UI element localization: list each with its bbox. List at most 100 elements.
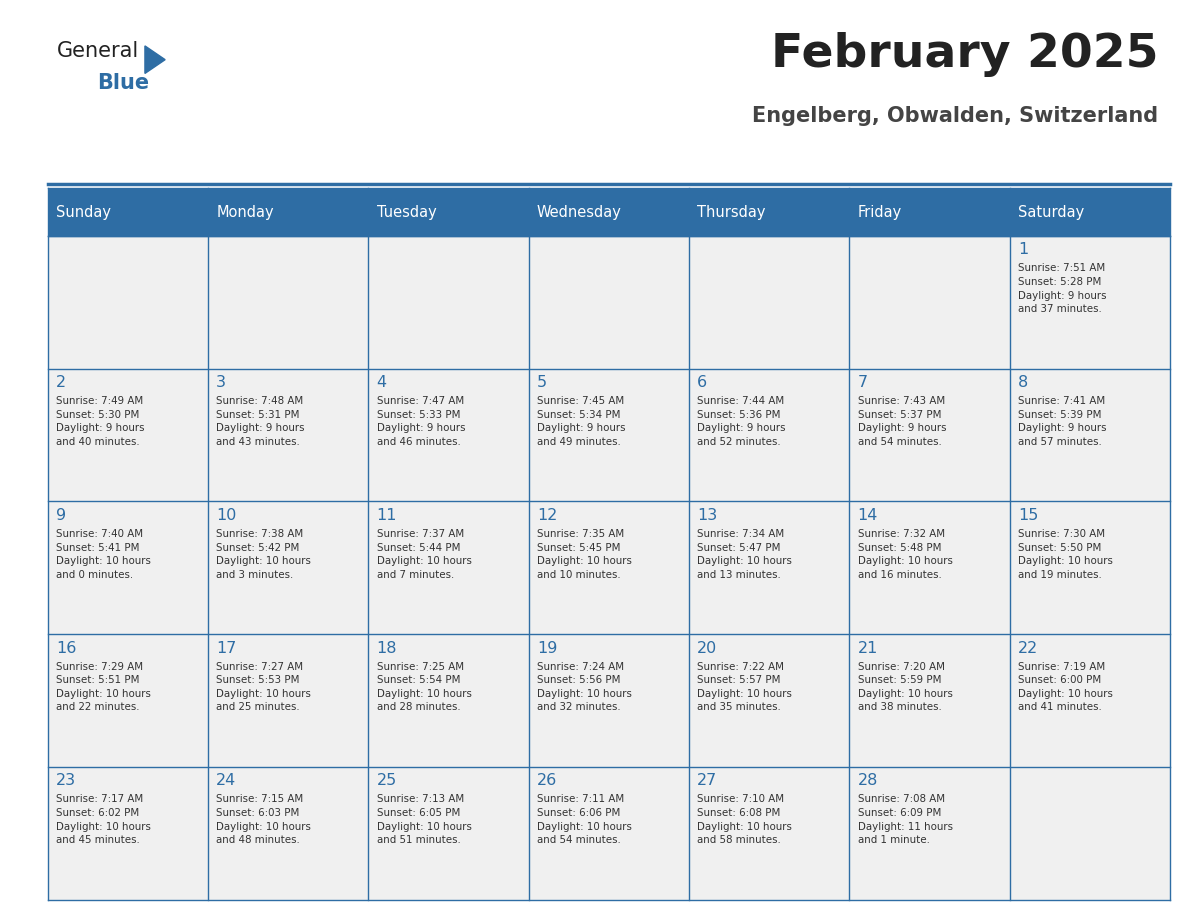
Text: General: General [57, 41, 139, 62]
Bar [48, 236, 208, 369]
Bar [849, 501, 1010, 634]
Text: Sunrise: 7:35 AM
Sunset: 5:45 PM
Daylight: 10 hours
and 10 minutes.: Sunrise: 7:35 AM Sunset: 5:45 PM Dayligh… [537, 529, 632, 580]
Text: Sunrise: 7:43 AM
Sunset: 5:37 PM
Daylight: 9 hours
and 54 minutes.: Sunrise: 7:43 AM Sunset: 5:37 PM Dayligh… [858, 397, 946, 447]
Text: 15: 15 [1018, 508, 1038, 523]
Bar [368, 501, 529, 634]
Text: Sunrise: 7:24 AM
Sunset: 5:56 PM
Daylight: 10 hours
and 32 minutes.: Sunrise: 7:24 AM Sunset: 5:56 PM Dayligh… [537, 662, 632, 712]
Text: Sunrise: 7:47 AM
Sunset: 5:33 PM
Daylight: 9 hours
and 46 minutes.: Sunrise: 7:47 AM Sunset: 5:33 PM Dayligh… [377, 397, 465, 447]
Bar [48, 634, 208, 767]
Bar [849, 369, 1010, 501]
Bar [1010, 236, 1170, 369]
Text: Monday: Monday [216, 205, 274, 219]
Polygon shape [145, 46, 165, 73]
Bar [368, 236, 529, 369]
Bar [208, 501, 368, 634]
Text: 24: 24 [216, 773, 236, 789]
Bar [529, 501, 689, 634]
Text: Saturday: Saturday [1018, 205, 1085, 219]
Text: 23: 23 [56, 773, 76, 789]
Text: Sunrise: 7:44 AM
Sunset: 5:36 PM
Daylight: 9 hours
and 52 minutes.: Sunrise: 7:44 AM Sunset: 5:36 PM Dayligh… [697, 397, 785, 447]
Bar [849, 767, 1010, 900]
Text: Sunrise: 7:27 AM
Sunset: 5:53 PM
Daylight: 10 hours
and 25 minutes.: Sunrise: 7:27 AM Sunset: 5:53 PM Dayligh… [216, 662, 311, 712]
Text: 14: 14 [858, 508, 878, 523]
Text: Sunrise: 7:30 AM
Sunset: 5:50 PM
Daylight: 10 hours
and 19 minutes.: Sunrise: 7:30 AM Sunset: 5:50 PM Dayligh… [1018, 529, 1113, 580]
Bar [368, 188, 529, 236]
Text: Wednesday: Wednesday [537, 205, 621, 219]
Text: Sunrise: 7:38 AM
Sunset: 5:42 PM
Daylight: 10 hours
and 3 minutes.: Sunrise: 7:38 AM Sunset: 5:42 PM Dayligh… [216, 529, 311, 580]
Text: Sunrise: 7:20 AM
Sunset: 5:59 PM
Daylight: 10 hours
and 38 minutes.: Sunrise: 7:20 AM Sunset: 5:59 PM Dayligh… [858, 662, 953, 712]
Text: Sunrise: 7:17 AM
Sunset: 6:02 PM
Daylight: 10 hours
and 45 minutes.: Sunrise: 7:17 AM Sunset: 6:02 PM Dayligh… [56, 794, 151, 845]
Bar [368, 767, 529, 900]
Bar [849, 634, 1010, 767]
Text: Tuesday: Tuesday [377, 205, 436, 219]
Text: Sunrise: 7:29 AM
Sunset: 5:51 PM
Daylight: 10 hours
and 22 minutes.: Sunrise: 7:29 AM Sunset: 5:51 PM Dayligh… [56, 662, 151, 712]
Text: Sunrise: 7:41 AM
Sunset: 5:39 PM
Daylight: 9 hours
and 57 minutes.: Sunrise: 7:41 AM Sunset: 5:39 PM Dayligh… [1018, 397, 1106, 447]
Text: 27: 27 [697, 773, 718, 789]
Text: 3: 3 [216, 375, 226, 390]
Bar [368, 634, 529, 767]
Bar [1010, 369, 1170, 501]
Text: 26: 26 [537, 773, 557, 789]
Bar [48, 767, 208, 900]
Text: Sunrise: 7:15 AM
Sunset: 6:03 PM
Daylight: 10 hours
and 48 minutes.: Sunrise: 7:15 AM Sunset: 6:03 PM Dayligh… [216, 794, 311, 845]
Bar [1010, 188, 1170, 236]
Text: 5: 5 [537, 375, 548, 390]
Text: Sunrise: 7:49 AM
Sunset: 5:30 PM
Daylight: 9 hours
and 40 minutes.: Sunrise: 7:49 AM Sunset: 5:30 PM Dayligh… [56, 397, 144, 447]
Text: Sunrise: 7:19 AM
Sunset: 6:00 PM
Daylight: 10 hours
and 41 minutes.: Sunrise: 7:19 AM Sunset: 6:00 PM Dayligh… [1018, 662, 1113, 712]
Bar [849, 188, 1010, 236]
Bar [529, 188, 689, 236]
Text: 10: 10 [216, 508, 236, 523]
Bar [849, 236, 1010, 369]
Text: 19: 19 [537, 641, 557, 655]
Text: Sunrise: 7:22 AM
Sunset: 5:57 PM
Daylight: 10 hours
and 35 minutes.: Sunrise: 7:22 AM Sunset: 5:57 PM Dayligh… [697, 662, 792, 712]
Bar [689, 369, 849, 501]
Text: 2: 2 [56, 375, 67, 390]
Text: Sunrise: 7:37 AM
Sunset: 5:44 PM
Daylight: 10 hours
and 7 minutes.: Sunrise: 7:37 AM Sunset: 5:44 PM Dayligh… [377, 529, 472, 580]
Text: 20: 20 [697, 641, 718, 655]
Bar [208, 369, 368, 501]
Text: 9: 9 [56, 508, 67, 523]
Text: 6: 6 [697, 375, 708, 390]
Text: 25: 25 [377, 773, 397, 789]
Text: Sunrise: 7:11 AM
Sunset: 6:06 PM
Daylight: 10 hours
and 54 minutes.: Sunrise: 7:11 AM Sunset: 6:06 PM Dayligh… [537, 794, 632, 845]
Text: 8: 8 [1018, 375, 1029, 390]
Text: Sunrise: 7:34 AM
Sunset: 5:47 PM
Daylight: 10 hours
and 13 minutes.: Sunrise: 7:34 AM Sunset: 5:47 PM Dayligh… [697, 529, 792, 580]
Text: Friday: Friday [858, 205, 902, 219]
Text: Thursday: Thursday [697, 205, 766, 219]
Bar [48, 188, 208, 236]
Text: Sunrise: 7:51 AM
Sunset: 5:28 PM
Daylight: 9 hours
and 37 minutes.: Sunrise: 7:51 AM Sunset: 5:28 PM Dayligh… [1018, 263, 1106, 314]
Text: Engelberg, Obwalden, Switzerland: Engelberg, Obwalden, Switzerland [752, 106, 1158, 126]
Bar [208, 634, 368, 767]
Text: Sunrise: 7:25 AM
Sunset: 5:54 PM
Daylight: 10 hours
and 28 minutes.: Sunrise: 7:25 AM Sunset: 5:54 PM Dayligh… [377, 662, 472, 712]
Text: 28: 28 [858, 773, 878, 789]
Text: 18: 18 [377, 641, 397, 655]
Bar [1010, 501, 1170, 634]
Text: 11: 11 [377, 508, 397, 523]
Bar [689, 767, 849, 900]
Bar [1010, 634, 1170, 767]
Text: Sunrise: 7:45 AM
Sunset: 5:34 PM
Daylight: 9 hours
and 49 minutes.: Sunrise: 7:45 AM Sunset: 5:34 PM Dayligh… [537, 397, 625, 447]
Text: Sunrise: 7:08 AM
Sunset: 6:09 PM
Daylight: 11 hours
and 1 minute.: Sunrise: 7:08 AM Sunset: 6:09 PM Dayligh… [858, 794, 953, 845]
Bar [689, 188, 849, 236]
Bar [208, 188, 368, 236]
Bar [529, 236, 689, 369]
Text: 22: 22 [1018, 641, 1038, 655]
Text: 21: 21 [858, 641, 878, 655]
Bar [689, 501, 849, 634]
Text: 7: 7 [858, 375, 868, 390]
Text: 16: 16 [56, 641, 76, 655]
Text: Sunrise: 7:32 AM
Sunset: 5:48 PM
Daylight: 10 hours
and 16 minutes.: Sunrise: 7:32 AM Sunset: 5:48 PM Dayligh… [858, 529, 953, 580]
Text: Sunday: Sunday [56, 205, 110, 219]
Bar [689, 236, 849, 369]
Bar [48, 369, 208, 501]
Bar [208, 767, 368, 900]
Text: Sunrise: 7:10 AM
Sunset: 6:08 PM
Daylight: 10 hours
and 58 minutes.: Sunrise: 7:10 AM Sunset: 6:08 PM Dayligh… [697, 794, 792, 845]
Bar [1010, 767, 1170, 900]
Text: 13: 13 [697, 508, 718, 523]
Text: 17: 17 [216, 641, 236, 655]
Text: Blue: Blue [97, 73, 150, 94]
Bar [208, 236, 368, 369]
Bar [689, 634, 849, 767]
Text: 1: 1 [1018, 242, 1029, 257]
Bar [48, 501, 208, 634]
